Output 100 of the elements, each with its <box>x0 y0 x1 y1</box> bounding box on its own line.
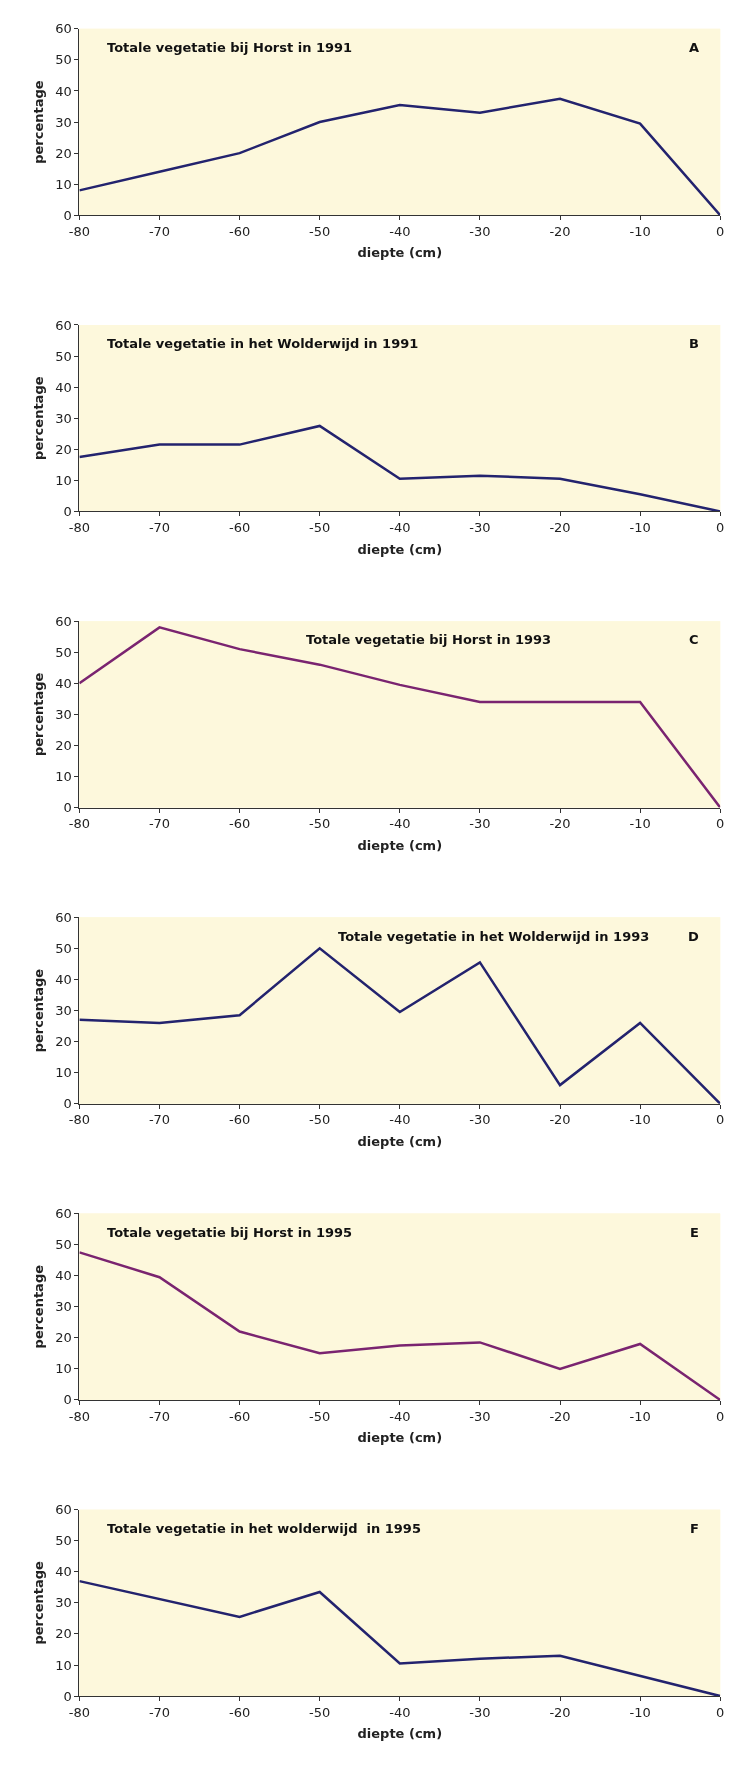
x-tick-label: -50 <box>309 1408 331 1424</box>
x-tick-label: -70 <box>148 520 171 536</box>
x-tick-label: -70 <box>148 1112 171 1128</box>
y-axis-title: percentage <box>31 376 47 460</box>
x-tick-label: 0 <box>716 223 725 239</box>
y-axis-title: percentage <box>31 672 47 757</box>
x-axis-title: diepte (cm) <box>357 541 443 557</box>
y-tick-label: 50 <box>55 348 72 364</box>
x-tick-label: -40 <box>389 1704 411 1720</box>
y-tick-label: 40 <box>55 1564 72 1580</box>
x-tick-label: 0 <box>716 816 725 832</box>
x-tick-label: -80 <box>68 1112 91 1128</box>
x-tick-label: 0 <box>716 1704 725 1720</box>
annotation: E <box>690 1225 699 1240</box>
text: Totale vegetatie bij Horst in 1993 <box>306 632 552 647</box>
annotation: D <box>688 929 699 944</box>
x-tick-label: -20 <box>549 816 571 832</box>
y-tick-label: 0 <box>63 1096 72 1112</box>
text: Totale vegetatie in het Wolderwijd in 1991 <box>107 336 419 351</box>
x-tick-label: -30 <box>469 520 491 536</box>
y-tick-label: 60 <box>55 317 72 333</box>
x-tick-label: -10 <box>629 520 651 536</box>
y-tick-label: 50 <box>55 644 72 660</box>
y-tick-label: 30 <box>55 114 72 130</box>
x-axis-title: diepte (cm) <box>357 837 443 853</box>
x-tick-label: -10 <box>629 1408 651 1424</box>
x-tick-label: -70 <box>148 1408 171 1424</box>
x-tick-label: -80 <box>68 816 91 832</box>
annotation: A <box>689 40 700 55</box>
y-tick-label: 20 <box>55 1330 72 1346</box>
y-tick-label: 20 <box>55 441 72 457</box>
y-axis-title: percentage <box>31 1560 47 1645</box>
x-tick-label: -30 <box>469 1704 491 1720</box>
x-tick-label: -30 <box>469 1408 491 1424</box>
y-tick-label: 40 <box>55 675 72 691</box>
x-tick-label: -50 <box>309 223 331 239</box>
y-tick-label: 20 <box>55 737 72 753</box>
y-tick-label: 20 <box>55 1034 72 1050</box>
y-tick-label: 0 <box>63 1392 72 1408</box>
x-tick-label: 0 <box>716 1112 725 1128</box>
x-tick-label: 0 <box>716 1408 725 1424</box>
y-tick-label: 50 <box>55 1533 72 1549</box>
y-tick-label: 10 <box>55 472 72 488</box>
text: Totale vegetatie in het Wolderwijd in 1993 <box>338 929 650 944</box>
y-tick-label: 60 <box>55 909 72 925</box>
y-tick-label: 60 <box>55 1206 72 1222</box>
y-tick-label: 30 <box>55 410 72 426</box>
x-tick-label: -40 <box>389 1408 411 1424</box>
annotation: C <box>689 632 699 647</box>
x-tick-label: -10 <box>629 1112 651 1128</box>
x-tick-label: -40 <box>389 520 411 536</box>
y-axis-title: percentage <box>31 1264 47 1349</box>
x-tick-label: -70 <box>148 223 171 239</box>
x-tick-label: -30 <box>469 816 491 832</box>
y-tick-label: 0 <box>63 1688 72 1704</box>
y-tick-label: 40 <box>55 83 72 99</box>
text: Totale vegetatie in het wolderwijd in 1995 <box>107 1521 421 1536</box>
x-tick-label: -20 <box>549 1704 571 1720</box>
y-tick-label: 40 <box>55 379 72 395</box>
x-tick-label: -50 <box>309 1112 331 1128</box>
x-tick-label: -60 <box>228 1704 251 1720</box>
y-tick-label: 60 <box>55 21 72 37</box>
x-tick-label: -20 <box>549 1112 571 1128</box>
x-tick-label: -40 <box>389 816 411 832</box>
x-axis-title: diepte (cm) <box>357 1726 443 1742</box>
x-tick-label: -50 <box>309 520 331 536</box>
x-tick-label: -60 <box>228 1408 251 1424</box>
y-tick-label: 10 <box>55 1657 72 1673</box>
annotation: F <box>690 1521 699 1536</box>
x-tick-label: -60 <box>228 223 251 239</box>
y-tick-label: 0 <box>63 800 72 816</box>
y-tick-label: 30 <box>55 1299 72 1315</box>
y-tick-label: 50 <box>55 940 72 956</box>
y-tick-label: 50 <box>55 52 72 68</box>
text: Totale vegetatie bij Horst in 1991 <box>107 40 353 55</box>
y-tick-label: 10 <box>55 1361 72 1377</box>
y-tick-label: 30 <box>55 706 72 722</box>
y-tick-label: 20 <box>55 1626 72 1642</box>
annotation: B <box>689 336 699 351</box>
y-tick-label: 30 <box>55 1595 72 1611</box>
x-axis-title: diepte (cm) <box>357 245 443 261</box>
y-tick-label: 40 <box>55 1268 72 1284</box>
x-tick-label: -50 <box>309 816 331 832</box>
x-axis-title: diepte (cm) <box>357 1430 443 1446</box>
x-tick-label: -20 <box>549 223 571 239</box>
x-tick-label: -10 <box>629 1704 651 1720</box>
x-tick-label: -60 <box>228 1112 251 1128</box>
y-tick-label: 60 <box>55 1502 72 1518</box>
x-tick-label: -50 <box>309 1704 331 1720</box>
y-tick-label: 10 <box>55 769 72 785</box>
text: Totale vegetatie bij Horst in 1995 <box>107 1225 353 1240</box>
y-tick-label: 20 <box>55 145 72 161</box>
x-tick-label: -60 <box>228 520 251 536</box>
x-tick-label: -20 <box>549 1408 571 1424</box>
y-tick-label: 10 <box>55 1065 72 1081</box>
y-tick-label: 0 <box>63 503 72 519</box>
x-tick-label: -40 <box>389 223 411 239</box>
x-tick-label: -70 <box>148 816 171 832</box>
x-tick-label: -80 <box>68 223 91 239</box>
y-tick-label: 30 <box>55 1003 72 1019</box>
